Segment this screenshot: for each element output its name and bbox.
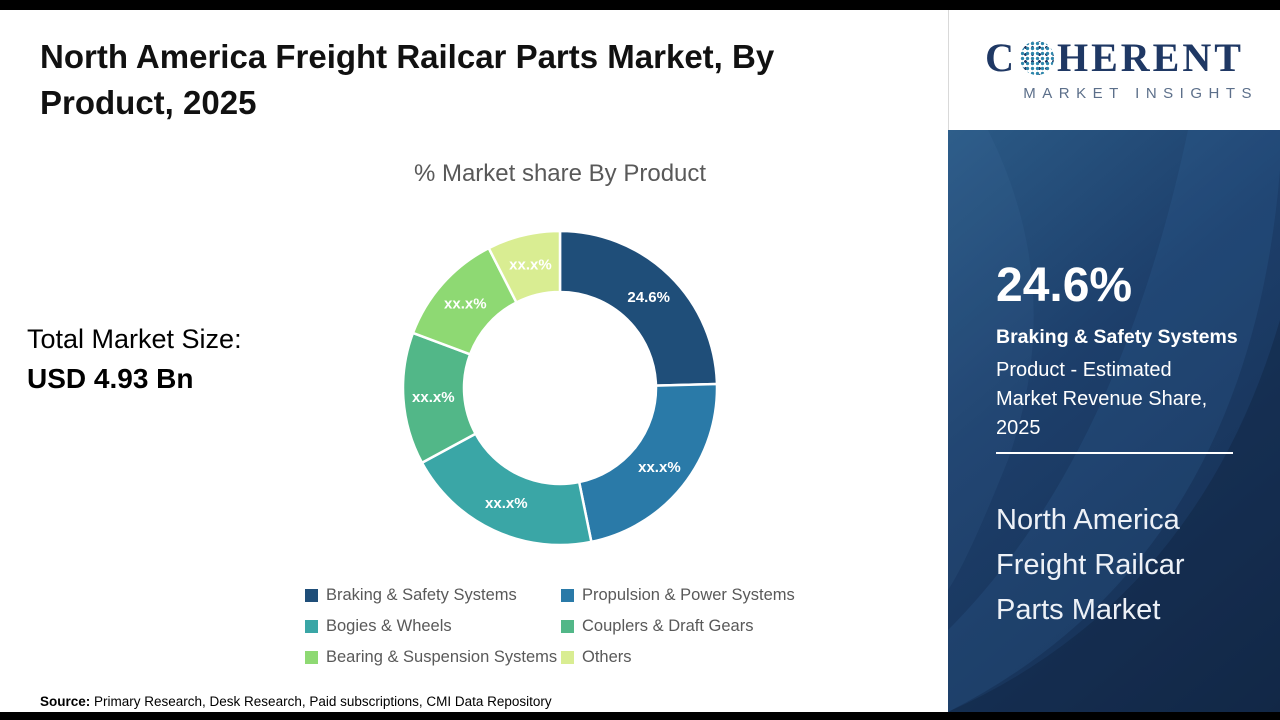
coherent-logo: C HERENT (985, 38, 1244, 78)
page-title: North America Freight Railcar Parts Mark… (40, 38, 775, 121)
top-border-bar (0, 0, 1280, 10)
coherent-globe-icon (1019, 41, 1054, 75)
right-info-panel: 24.6% Braking & Safety Systems Product -… (948, 130, 1280, 712)
bottom-border-bar (0, 712, 1280, 720)
legend-swatch (305, 619, 318, 633)
donut-segment-label-2: xx.x% (485, 495, 528, 512)
panel-divider (996, 452, 1233, 454)
legend-item: Bearing & Suspension Systems (305, 646, 561, 668)
donut-segment-label-0: 24.6% (627, 289, 670, 306)
panel-market-name: North America Freight Railcar Parts Mark… (996, 504, 1185, 626)
total-market-size-block: Total Market Size: USD 4.93 Bn (27, 324, 242, 395)
donut-segment-label-1: xx.x% (638, 459, 681, 476)
donut-segment-label-3: xx.x% (412, 389, 455, 406)
panel-swirl-decoration (948, 130, 1280, 712)
logo-brand-prefix: C (985, 35, 1017, 80)
legend-swatch (561, 650, 574, 664)
logo-brand-suffix: HERENT (1056, 35, 1244, 80)
source-text: Primary Research, Desk Research, Paid su… (90, 694, 552, 709)
legend-swatch (305, 650, 318, 664)
donut-segment-0 (558, 229, 719, 387)
legend-label: Braking & Safety Systems (326, 585, 517, 604)
donut-segment-2 (420, 432, 593, 547)
legend-swatch (561, 588, 574, 602)
logo-tagline: MARKET INSIGHTS (1023, 85, 1258, 102)
legend-label: Bogies & Wheels (326, 616, 452, 635)
stat-title: Braking & Safety Systems (996, 326, 1238, 348)
stat-description: Product - Estimated Market Revenue Share… (996, 359, 1208, 439)
stat-value: 24.6% (996, 259, 1133, 312)
donut-chart-container: 24.6% xx.x% xx.x% xx.x% xx.x% xx.x% (390, 218, 730, 558)
chart-legend: Braking & Safety Systems Propulsion & Pow… (305, 584, 835, 668)
legend-item: Others (561, 646, 817, 668)
legend-swatch (561, 619, 574, 633)
total-market-size-value: USD 4.93 Bn (27, 363, 194, 394)
legend-label: Propulsion & Power Systems (582, 585, 795, 604)
source-prefix: Source: (40, 694, 91, 709)
legend-item: Couplers & Draft Gears (561, 615, 817, 637)
legend-label: Others (582, 647, 632, 666)
donut-segment-5 (487, 229, 562, 304)
donut-chart: 24.6% xx.x% xx.x% xx.x% xx.x% xx.x% (401, 229, 719, 547)
legend-label: Bearing & Suspension Systems (326, 647, 558, 666)
total-market-size-label: Total Market Size: (27, 324, 242, 354)
legend-item: Braking & Safety Systems (305, 584, 561, 606)
source-line: Source: Primary Research, Desk Research,… (40, 694, 552, 709)
coherent-logo-box: C HERENT MARKET INSIGHTS (948, 10, 1280, 130)
legend-item: Propulsion & Power Systems (561, 584, 817, 606)
donut-segment-label-4: xx.x% (444, 295, 487, 312)
legend-label: Couplers & Draft Gears (582, 616, 754, 635)
chart-title: % Market share By Product (413, 160, 707, 187)
donut-segment-label-5: xx.x% (509, 257, 552, 274)
legend-swatch (305, 588, 318, 602)
legend-item: Bogies & Wheels (305, 615, 561, 637)
